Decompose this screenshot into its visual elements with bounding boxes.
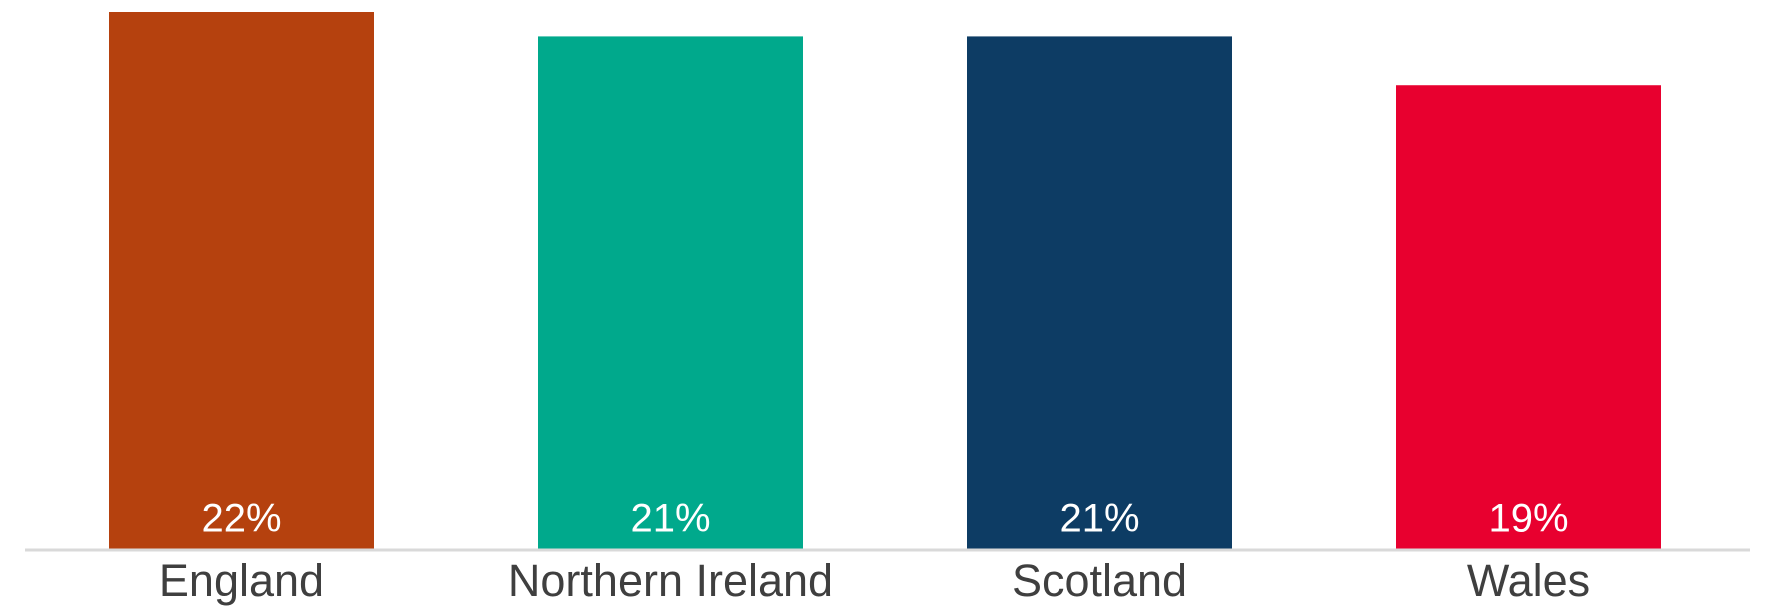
category-label: Wales — [1467, 555, 1590, 606]
category-label: Scotland — [1012, 555, 1187, 606]
category-label: Northern Ireland — [508, 555, 833, 606]
bar — [109, 12, 374, 549]
value-label: 22% — [201, 497, 281, 541]
value-label: 21% — [1059, 497, 1139, 541]
bar — [538, 36, 803, 549]
bar — [1396, 85, 1661, 550]
category-label: England — [159, 555, 324, 606]
bar — [967, 36, 1232, 549]
value-label: 21% — [630, 497, 710, 541]
value-label: 19% — [1488, 497, 1568, 541]
